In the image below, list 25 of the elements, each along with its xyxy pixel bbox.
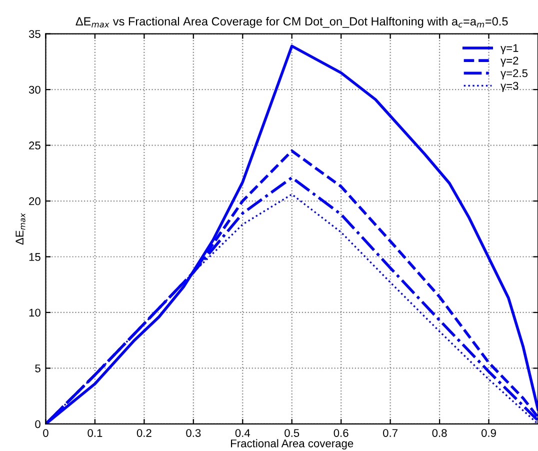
x-tick-label: 0.6 <box>334 429 348 437</box>
y-tick-label: 0 <box>35 420 40 428</box>
y-tick-label: 20 <box>29 197 40 206</box>
y-axis-title: ΔE$_{max}$ <box>16 213 26 245</box>
y-tick-label: 15 <box>29 253 40 261</box>
x-tick-label: 0.7 <box>383 429 398 437</box>
y-tick-label: 25 <box>29 142 40 150</box>
legend-label: γ=3 <box>500 82 518 92</box>
x-tick-label: 0 <box>43 429 48 437</box>
x-axis-title: Fractional Area coverage <box>231 439 354 450</box>
x-tick-label: 0.3 <box>186 429 201 437</box>
y-tick-label: 10 <box>29 308 40 317</box>
legend-label: γ=1 <box>500 44 518 54</box>
x-tick-label: 0.8 <box>432 429 447 437</box>
x-tick-label: 0.1 <box>88 429 102 437</box>
legend-label: γ=2.5 <box>500 69 528 80</box>
y-tick-label: 5 <box>35 364 40 372</box>
chart-title: ΔE$_{max}$ vs Fractional Area Coverage for CM Dot_on_Dot Halftoning with a$_{c}$=a$_{m}$=0.5 <box>76 16 508 28</box>
y-tick-label: 30 <box>28 86 40 94</box>
legend-label: γ=2 <box>500 56 518 67</box>
x-tick-label: 0.5 <box>284 429 300 437</box>
x-tick-label: 0.4 <box>235 429 250 437</box>
x-tick-label: 0.9 <box>481 429 496 437</box>
x-tick-label: 0.2 <box>136 429 152 437</box>
y-tick-label: 35 <box>28 30 40 38</box>
